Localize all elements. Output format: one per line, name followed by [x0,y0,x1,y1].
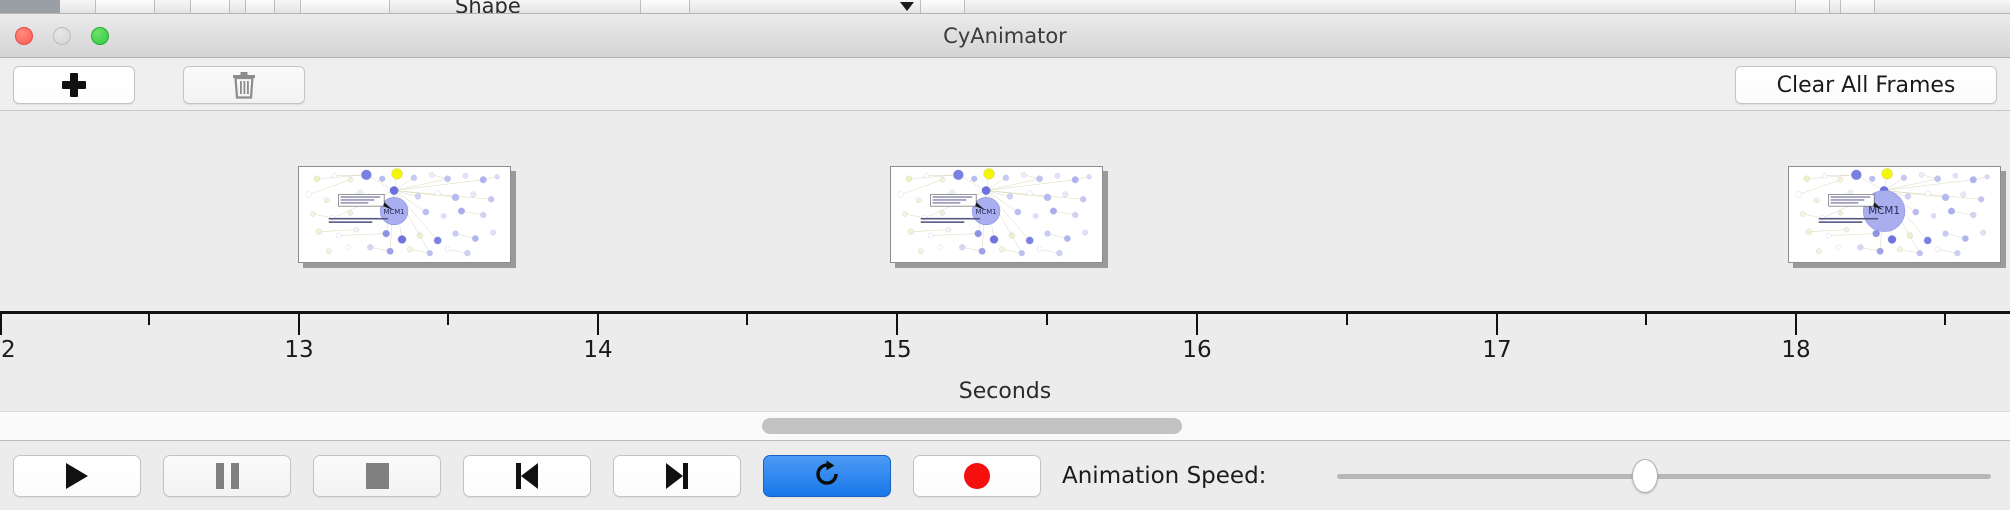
background-window-label: Shape [455,0,521,14]
trash-icon [232,71,256,99]
axis-tick-label: 14 [583,337,613,363]
skip-to-start-button[interactable] [463,455,591,497]
skip-to-end-icon [666,463,688,489]
scrollbar-thumb[interactable] [762,418,1182,434]
axis-tick-label: 16 [1182,337,1212,363]
axis-line [0,311,2010,314]
keyframe-thumbnail[interactable]: MCM1 [890,166,1108,268]
keyframe-thumbnail[interactable]: MCM1 [1788,166,2006,268]
axis-tick-minor [447,314,449,325]
close-icon[interactable] [15,27,33,45]
slider-thumb[interactable] [1632,459,1659,493]
axis-tick-minor [1346,314,1348,325]
background-window-chip [95,0,155,13]
keyframe-thumbnail[interactable]: MCM1 [298,166,516,268]
axis-tick-major [298,314,300,335]
axis-tick-label: 13 [284,337,314,363]
clear-all-frames-button[interactable]: Clear All Frames [1735,66,1997,104]
stop-button[interactable] [313,455,441,497]
axis-tick-minor [746,314,748,325]
svg-text:MCM1: MCM1 [976,208,997,216]
background-window-titlebar-chip [0,0,60,13]
animation-speed-slider[interactable] [1337,455,1991,497]
axis-tick-minor [148,314,150,325]
pause-button[interactable] [163,455,291,497]
play-icon [66,463,88,489]
axis-tick-label: 15 [882,337,912,363]
background-window-chip [245,0,275,13]
background-window: Shape [0,0,2010,14]
stop-icon [365,463,389,489]
background-window-chip [1840,0,1875,13]
loop-toggle-button[interactable] [763,455,891,497]
background-window-caret-icon [900,2,914,11]
axis-tick-major [1496,314,1498,335]
timeline-horizontal-scrollbar[interactable] [0,411,2010,441]
pause-icon [215,463,239,489]
animation-speed-label: Animation Speed: [1062,463,1267,489]
svg-text:MCM1: MCM1 [384,208,405,216]
background-window-chip [190,0,230,13]
axis-tick-minor [1944,314,1946,325]
record-button[interactable] [913,455,1041,497]
keyframe-timeline[interactable]: MCM1 MCM1 MCM1 [0,111,2010,311]
slider-track [1337,474,1991,479]
background-window-chip [920,0,965,13]
record-icon [964,463,990,489]
playback-controls-bar: Animation Speed: [0,442,2010,510]
plus-icon [61,72,87,98]
keyframe-network-image: MCM1 [890,166,1103,263]
play-button[interactable] [13,455,141,497]
keyframe-network-image: MCM1 [298,166,511,263]
skip-to-start-icon [516,463,538,489]
minimize-icon[interactable] [53,27,71,45]
background-window-chip [640,0,690,13]
axis-tick-minor [1046,314,1048,325]
axis-tick-minor [1645,314,1647,325]
axis-tick-major [597,314,599,335]
axis-tick-label: 12 [0,337,16,363]
axis-tick-label: 18 [1781,337,1811,363]
background-window-chip [1795,0,1830,13]
background-window-chip [300,0,390,13]
delete-frame-button[interactable] [183,66,305,104]
add-frame-button[interactable] [13,66,135,104]
axis-tick-major [0,314,2,335]
axis-title-label: Seconds [958,379,1052,404]
window-title: CyAnimator [943,24,1067,48]
axis-tick-label: 17 [1482,337,1512,363]
loop-icon [812,459,842,493]
keyframe-network-image: MCM1 [1788,166,2001,263]
svg-text:MCM1: MCM1 [1868,205,1900,217]
axis-tick-major [896,314,898,335]
axis-tick-major [1795,314,1797,335]
frame-toolbar: Clear All Frames [0,58,2010,111]
skip-to-end-button[interactable] [613,455,741,497]
maximize-icon[interactable] [91,27,109,45]
timeline-axis: 12 13 14 15 16 17 18 Seconds [0,311,2010,411]
axis-tick-major [1196,314,1198,335]
window-titlebar: CyAnimator [0,14,2010,58]
